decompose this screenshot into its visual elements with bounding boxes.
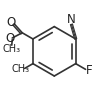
Text: O: O xyxy=(6,32,15,45)
Text: CH₃: CH₃ xyxy=(3,44,21,54)
Text: F: F xyxy=(86,64,92,77)
Text: O: O xyxy=(7,16,16,29)
Text: CH₃: CH₃ xyxy=(11,64,29,74)
Text: N: N xyxy=(67,13,75,26)
